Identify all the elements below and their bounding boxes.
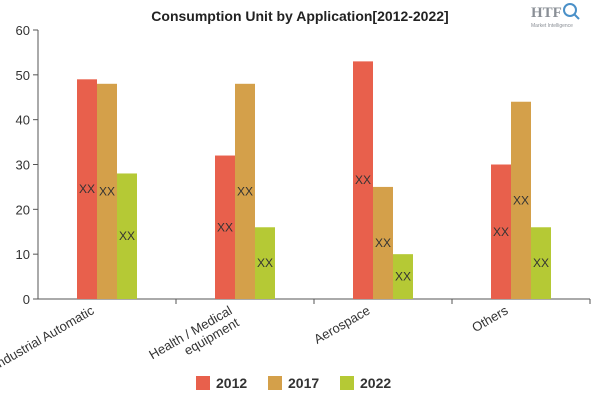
bar-2017-2	[373, 186, 393, 299]
y-tick-label: 40	[16, 113, 30, 128]
bar-2017-3	[511, 101, 531, 299]
bar-2017-0	[97, 83, 117, 299]
logo-subtext: Market Intelligence	[531, 23, 573, 29]
data-label: XX	[79, 182, 95, 196]
y-tick-label: 10	[16, 247, 30, 262]
legend-swatch	[196, 376, 210, 390]
bar-2012-3	[491, 164, 511, 299]
y-tick-label: 60	[16, 23, 30, 38]
legend-item-2017: 2017	[268, 375, 319, 391]
x-tick-label: Aerospace	[311, 303, 372, 347]
chart-title: Consumption Unit by Application[2012-202…	[151, 8, 448, 24]
y-axis: 0 10 20 30 40 50 60	[16, 23, 39, 307]
data-label: XX	[119, 229, 135, 243]
data-label: XX	[493, 225, 509, 239]
x-tick-label: Others	[469, 302, 511, 335]
data-labels: XX XX XX XX XX XX XX XX XX XX XX XX	[79, 173, 549, 283]
legend-label: 2012	[216, 375, 247, 391]
x-tick-label: Industrial Automatic	[0, 302, 97, 372]
data-label: XX	[257, 256, 273, 270]
legend-item-2012: 2012	[196, 375, 247, 391]
y-tick-label: 20	[16, 202, 30, 217]
x-tick-label: Health / Medicalequipment	[146, 302, 242, 374]
bar-2012-0	[77, 79, 97, 299]
data-label: XX	[237, 184, 253, 198]
bar-2012-2	[353, 61, 373, 300]
data-label: XX	[533, 256, 549, 270]
y-tick-label: 0	[23, 292, 30, 307]
bar-2022-1	[255, 227, 275, 299]
data-label: XX	[513, 193, 529, 207]
data-label: XX	[99, 184, 115, 198]
bars	[77, 61, 551, 300]
brand-logo: HTF Market Intelligence	[531, 3, 580, 29]
bar-2022-0	[117, 173, 137, 299]
y-tick-label: 30	[16, 158, 30, 173]
data-label: XX	[395, 270, 411, 284]
x-axis: Industrial Automatic Health / Medicalequi…	[0, 298, 591, 374]
legend: 2012 2017 2022	[196, 375, 391, 391]
legend-item-2022: 2022	[340, 375, 391, 391]
logo-text: HTF	[531, 5, 562, 21]
bar-2012-1	[215, 155, 235, 299]
magnifier-icon	[563, 3, 580, 20]
legend-label: 2017	[288, 375, 319, 391]
legend-label: 2022	[360, 375, 391, 391]
bar-2022-3	[531, 227, 551, 299]
data-label: XX	[375, 236, 391, 250]
legend-swatch	[340, 376, 354, 390]
bar-2017-1	[235, 83, 255, 299]
data-label: XX	[217, 220, 233, 234]
bar-2022-2	[393, 254, 413, 299]
y-tick-label: 50	[16, 68, 30, 83]
legend-swatch	[268, 376, 282, 390]
data-label: XX	[355, 173, 371, 187]
